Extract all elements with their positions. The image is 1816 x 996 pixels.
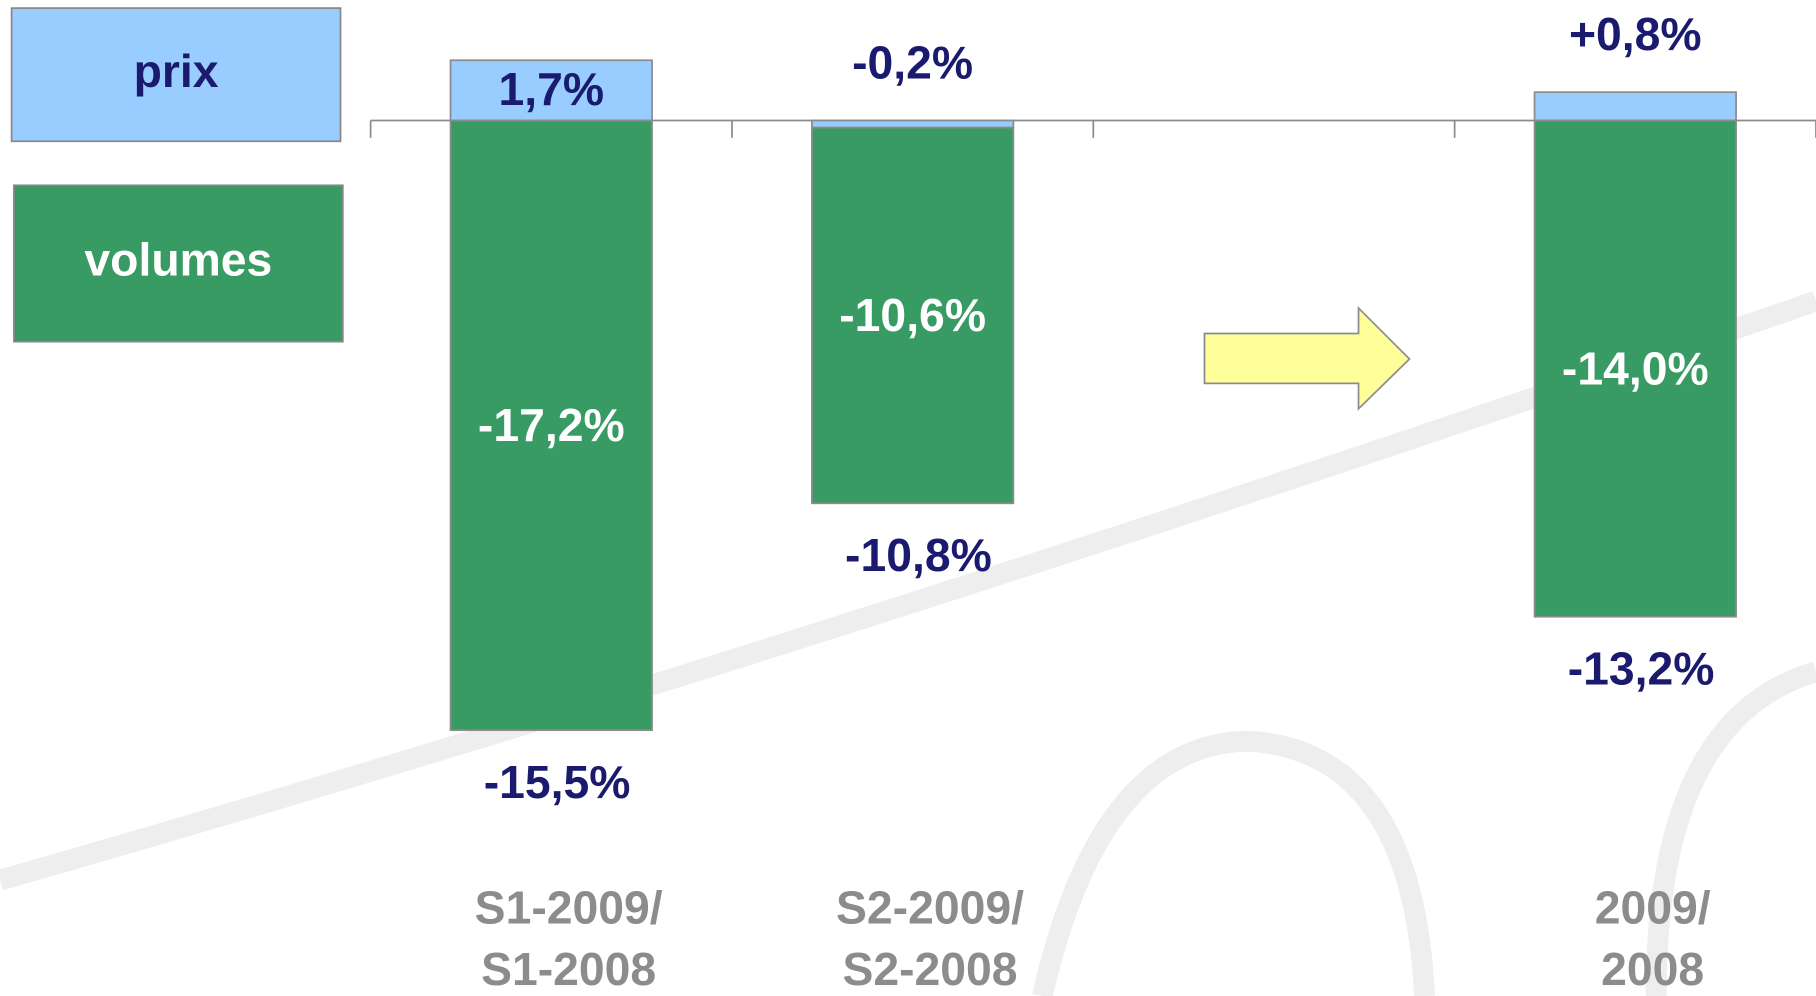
swoosh (1032, 730, 1435, 996)
x-tick-label: S2-2008 (842, 943, 1017, 995)
arrow (1203, 305, 1411, 411)
legend-label: prix (134, 45, 219, 97)
legend-swatch (13, 184, 344, 343)
x-tick-label: 2009/ (1595, 882, 1711, 934)
value-label: -0,2% (852, 36, 973, 88)
legend-label: volumes (84, 234, 272, 286)
bar-segment (811, 126, 1015, 505)
value-label: -14,0% (1562, 342, 1709, 394)
bar-segment (1533, 119, 1737, 618)
swoosh (0, 291, 1816, 891)
total-label: -10,8% (845, 529, 992, 581)
value-label: -17,2% (478, 399, 625, 451)
x-tick-label: 2008 (1601, 943, 1704, 995)
bar-segment (1533, 91, 1737, 122)
swoosh (1645, 661, 1816, 996)
bar-segment (449, 119, 653, 732)
value-label: 1,7% (499, 63, 605, 115)
x-tick-label: S1-2009/ (475, 882, 663, 934)
total-label: -15,5% (484, 756, 631, 808)
bar-segment (811, 119, 1015, 129)
value-label: -10,6% (839, 289, 986, 341)
x-tick-label: S2-2009/ (836, 882, 1024, 934)
total-label: -13,2% (1568, 643, 1715, 695)
value-label: +0,8% (1569, 8, 1702, 60)
background-swoosh (0, 291, 1816, 996)
x-tick-label: S1-2008 (481, 943, 656, 995)
legend-swatch (10, 7, 342, 143)
plot: prix volumes S1-2009/S1-2008 1,7% -17,2% -15,… (10, 7, 1816, 995)
